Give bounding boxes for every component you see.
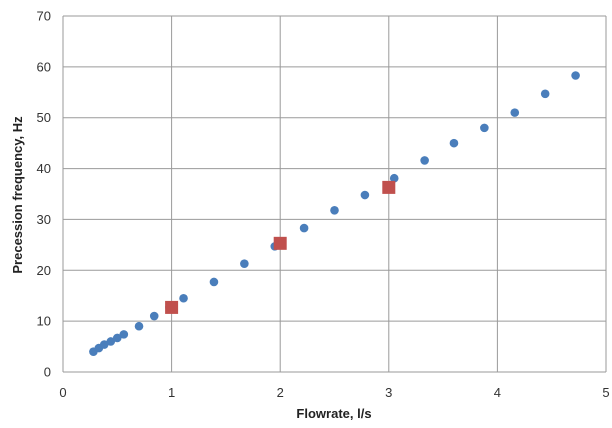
data-point-square [273,236,287,250]
data-point-square [382,180,396,194]
x-tick-label: 5 [602,385,609,400]
y-tick-label: 40 [37,161,51,176]
data-point-circle [119,330,129,339]
data-point-circle [209,277,219,287]
y-tick-label: 50 [37,110,51,125]
grid-lines [62,15,607,373]
data-point-circle [299,223,309,233]
data-point-circle [510,108,520,117]
y-tick-label: 30 [37,212,51,227]
data-point-circle [360,190,370,200]
y-tick-label: 70 [37,9,51,24]
data-point-circle [420,156,429,165]
data-point-circle [99,340,109,349]
y-tick-labels: 0 10 20 30 40 50 60 70 [37,9,51,380]
data-point-circle [540,89,550,99]
data-point-circle [179,293,188,303]
data-point-square [165,300,179,314]
x-axis-label: Flowrate, l/s [296,406,371,421]
data-point-circle [389,173,399,183]
data-point-circle [134,321,144,331]
x-tick-label: 0 [59,385,66,400]
data-point-circle [330,205,339,215]
data-point-circle [449,138,459,148]
y-tick-label: 60 [37,59,51,74]
y-axis-label: Precession frequency, Hz [10,116,25,274]
data-point-circle [571,71,580,80]
data-point-circle [480,123,489,133]
x-tick-labels: 0 1 2 3 4 5 [59,385,609,400]
y-tick-label: 0 [44,365,51,380]
data-point-circle [149,311,159,321]
data-point-circle [113,333,122,343]
x-tick-label: 4 [494,385,501,400]
data-points [89,71,580,356]
data-point-circle [240,259,249,268]
y-tick-label: 10 [37,314,51,329]
x-tick-label: 3 [385,385,392,400]
data-point-circle [106,337,116,346]
x-tick-label: 2 [277,385,284,400]
y-tick-label: 20 [37,263,51,278]
x-tick-label: 1 [168,385,175,400]
